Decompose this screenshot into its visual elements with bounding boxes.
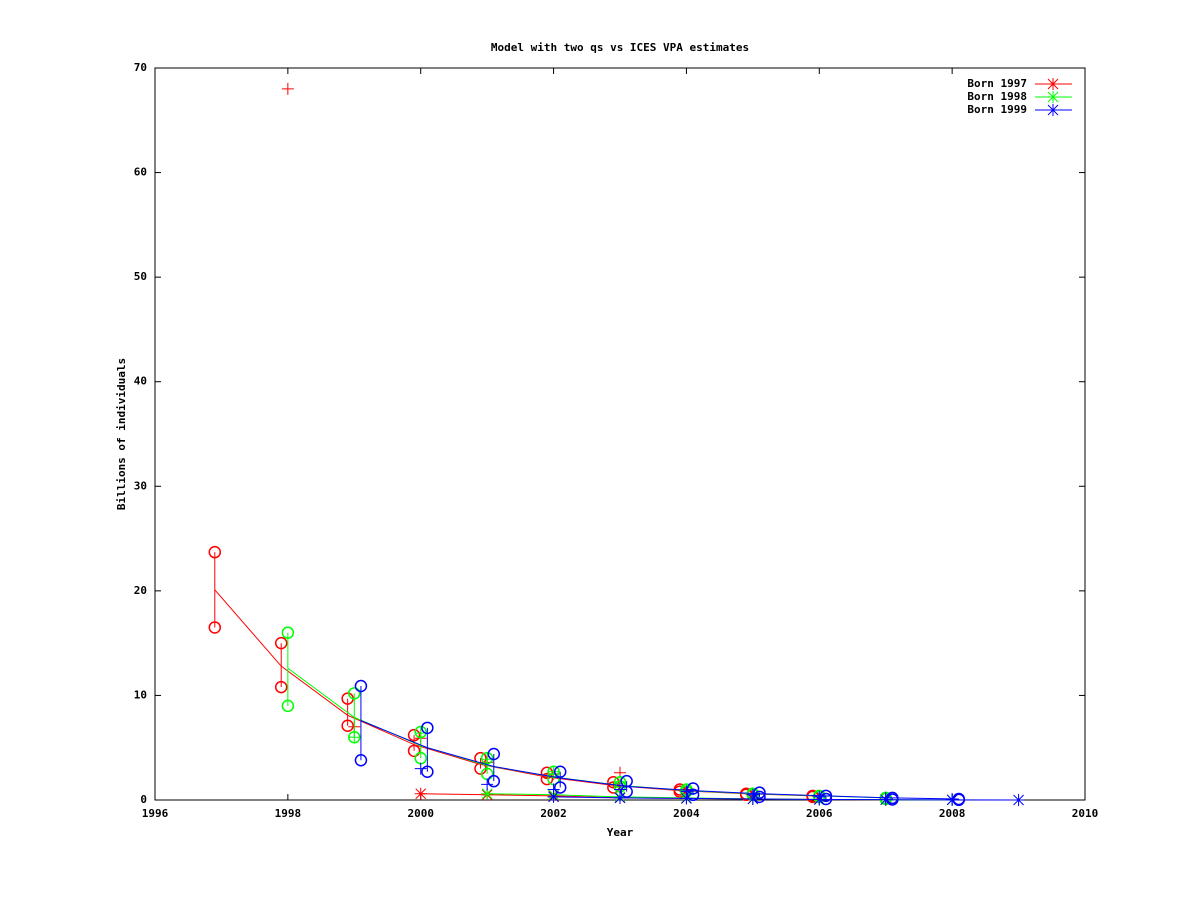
survey-low (208, 621, 222, 634)
y-tick-label: 70 (134, 61, 147, 74)
survey-high (348, 687, 361, 700)
survey-high (620, 774, 633, 788)
legend-marker (1047, 78, 1059, 90)
line (360, 720, 959, 800)
survey-high (421, 721, 434, 735)
survey-low (553, 781, 567, 794)
vpa-point (481, 778, 494, 791)
survey-high (540, 766, 554, 780)
y-tick-label: 10 (134, 688, 147, 701)
y-tick-label: 30 (134, 479, 147, 492)
line (287, 667, 886, 799)
survey-high (819, 789, 833, 803)
survey-high (753, 786, 766, 799)
survey-low (686, 788, 700, 802)
x-tick-label: 2002 (540, 807, 567, 820)
y-tick-label: 60 (134, 166, 147, 179)
survey-high (407, 728, 421, 742)
survey-low (421, 765, 434, 779)
y-tick-label: 40 (134, 375, 147, 388)
survey-low (540, 772, 554, 786)
catch-point (879, 793, 892, 806)
survey-low (341, 719, 354, 733)
survey-high (553, 765, 567, 779)
x-tick-label: 2010 (1072, 807, 1099, 820)
legend-label: Born 1999 (967, 103, 1027, 116)
catch-point (614, 791, 626, 804)
survey-high (281, 626, 295, 639)
survey-low (487, 774, 501, 788)
y-tick-label: 20 (134, 584, 147, 597)
survey-high (274, 636, 288, 650)
y-tick-label: 50 (134, 270, 147, 283)
line (214, 589, 813, 797)
survey-high (607, 775, 620, 789)
y-tick-label: 0 (140, 793, 147, 806)
catch-point (680, 792, 693, 805)
survey-low (274, 680, 288, 694)
vpa-point (414, 762, 427, 775)
vpa-point (547, 765, 560, 778)
survey-high (354, 679, 368, 693)
catch-point (746, 792, 759, 805)
x-tick-label: 2004 (673, 807, 700, 820)
survey-high (686, 782, 700, 795)
survey-low (753, 790, 766, 804)
legend-label: Born 1998 (967, 90, 1027, 103)
x-axis-label: Year (607, 826, 634, 839)
x-tick-label: 1996 (142, 807, 169, 820)
chart-title: Model with two qs vs ICES VPA estimates (491, 41, 749, 54)
x-tick-label: 2006 (806, 807, 833, 820)
survey-high (208, 545, 222, 559)
catch-point (481, 787, 494, 800)
x-tick-label: 1998 (275, 807, 302, 820)
survey-low (407, 744, 421, 758)
x-tick-label: 2000 (407, 807, 434, 820)
legend-marker (1047, 104, 1059, 116)
survey-high (487, 747, 501, 761)
catch-point (813, 793, 826, 806)
survey-low (354, 754, 368, 767)
catch-point (547, 790, 560, 803)
y-axis-label: Billions of individuals (115, 358, 128, 510)
vpa-point (281, 82, 294, 95)
catch-point (1012, 794, 1025, 806)
legend-label: Born 1997 (967, 77, 1027, 90)
catch-point (414, 787, 427, 800)
x-tick-label: 2008 (939, 807, 966, 820)
line (553, 796, 1019, 801)
survey-low (281, 699, 295, 713)
vpa-point (348, 731, 361, 744)
plot-frame (154, 67, 1086, 801)
catch-point (946, 793, 959, 806)
legend-marker (1047, 91, 1059, 103)
